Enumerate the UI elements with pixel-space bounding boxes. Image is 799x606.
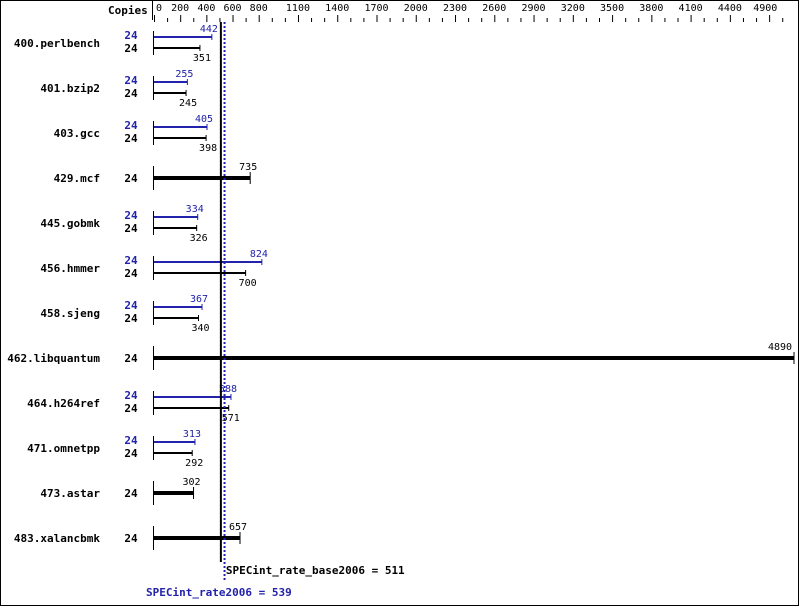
peak-copies: 24 [124,29,138,42]
tick-label: 1700 [364,3,388,14]
tick-label: 4400 [718,3,742,14]
base-value: 571 [222,413,240,424]
base-value: 292 [185,458,203,469]
tick-label: 2900 [522,3,546,14]
benchmark-name: 483.xalancbmk [14,532,100,545]
peak-value: 442 [200,24,218,35]
benchmark-row: 429.mcf 24 735 [54,162,257,190]
benchmark-row: 462.libquantum 24 4890 [7,342,795,370]
benchmark-name: 471.omnetpp [27,442,100,455]
benchmark-row: 458.sjeng 24 367 24 340 [40,294,209,334]
benchmark-row: 464.h264ref 24 588 24 571 [27,384,240,424]
tick-label: 1100 [286,3,310,14]
peak-value: 313 [183,429,201,440]
base-copies: 24 [124,87,138,100]
tick-label: 800 [250,3,268,14]
tick-label: 1400 [325,3,349,14]
peak-value: 824 [250,249,268,260]
benchmark-name: 473.astar [40,487,100,500]
peak-copies: 24 [124,434,138,447]
peak-reference-label: SPECint_rate2006 = 539 [146,586,292,599]
benchmark-row: 400.perlbench 24 442 24 351 [14,24,218,64]
tick-label: 0 [156,3,162,14]
base-copies: 24 [124,402,138,415]
base-value: 398 [199,143,217,154]
peak-copies: 24 [124,299,138,312]
peak-value: 334 [186,204,204,215]
benchmark-name: 462.libquantum [7,352,100,365]
tick-label: 2000 [404,3,428,14]
base-value: 4890 [768,342,792,353]
peak-copies: 24 [124,119,138,132]
base-value: 326 [190,233,208,244]
benchmark-name: 458.sjeng [40,307,100,320]
base-copies: 24 [124,42,138,55]
tick-label: 600 [223,3,241,14]
benchmark-row: 456.hmmer 24 824 24 700 [40,249,267,289]
base-value: 657 [229,522,247,533]
base-value: 700 [239,278,257,289]
tick-label: 400 [197,3,215,14]
benchmark-name: 445.gobmk [40,217,100,230]
benchmark-row: 483.xalancbmk 24 657 [14,522,247,550]
base-copies: 24 [124,172,138,185]
benchmark-row: 445.gobmk 24 334 24 326 [40,204,207,244]
benchmark-row: 473.astar 24 302 [40,477,201,505]
benchmark-row: 471.omnetpp 24 313 24 292 [27,429,203,469]
peak-value: 255 [175,69,193,80]
benchmark-name: 400.perlbench [14,37,100,50]
base-copies: 24 [124,532,138,545]
peak-value: 588 [219,384,237,395]
tick-label: 4900 [753,3,777,14]
base-value: 245 [179,98,197,109]
benchmark-name: 401.bzip2 [40,82,100,95]
tick-label: 3800 [639,3,663,14]
peak-copies: 24 [124,74,138,87]
peak-value: 367 [190,294,208,305]
copies-header: Copies [108,4,148,17]
peak-copies: 24 [124,209,138,222]
base-copies: 24 [124,132,138,145]
tick-label: 200 [171,3,189,14]
peak-copies: 24 [124,254,138,267]
tick-label: 2600 [482,3,506,14]
base-copies: 24 [124,447,138,460]
peak-copies: 24 [124,389,138,402]
benchmark-row: 401.bzip2 24 255 24 245 [40,69,197,109]
benchmark-name: 429.mcf [54,172,100,185]
base-reference-label: SPECint_rate_base2006 = 511 [226,564,405,577]
tick-label: 3500 [600,3,624,14]
benchmark-name: 464.h264ref [27,397,100,410]
benchmark-name: 456.hmmer [40,262,100,275]
tick-label: 4100 [679,3,703,14]
base-value: 302 [182,477,200,488]
base-value: 735 [239,162,257,173]
base-value: 340 [191,323,209,334]
peak-value: 405 [195,114,213,125]
tick-label: 2300 [443,3,467,14]
benchmark-name: 403.gcc [54,127,100,140]
base-copies: 24 [124,267,138,280]
base-copies: 24 [124,487,138,500]
tick-label: 3200 [561,3,585,14]
base-copies: 24 [124,312,138,325]
base-copies: 24 [124,222,138,235]
base-value: 351 [193,53,211,64]
benchmark-row: 403.gcc 24 405 24 398 [54,114,217,154]
base-copies: 24 [124,352,138,365]
